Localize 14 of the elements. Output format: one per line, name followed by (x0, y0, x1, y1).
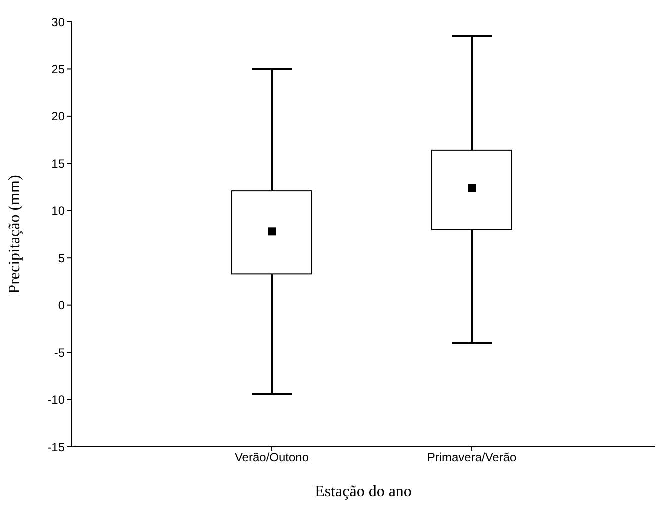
x-axis-title: Estação do ano (315, 483, 412, 500)
y-tick-label: 30 (52, 15, 66, 30)
y-tick-label: 0 (58, 298, 66, 313)
y-axis-title: Precipitação (mm) (6, 175, 24, 294)
y-tick-label: 15 (52, 156, 66, 171)
x-tick-label: Primavera/Verão (427, 450, 518, 465)
y-tick-label: -15 (48, 440, 66, 454)
y-tick-label: -5 (54, 346, 66, 360)
y-tick-label: 10 (52, 204, 66, 218)
y-tick-label: -10 (48, 393, 66, 408)
y-tick-label: 20 (52, 110, 66, 124)
x-tick-label: Verão/Outono (234, 450, 310, 465)
y-tick-label: 5 (58, 251, 66, 266)
y-tick-label: 25 (52, 62, 66, 76)
